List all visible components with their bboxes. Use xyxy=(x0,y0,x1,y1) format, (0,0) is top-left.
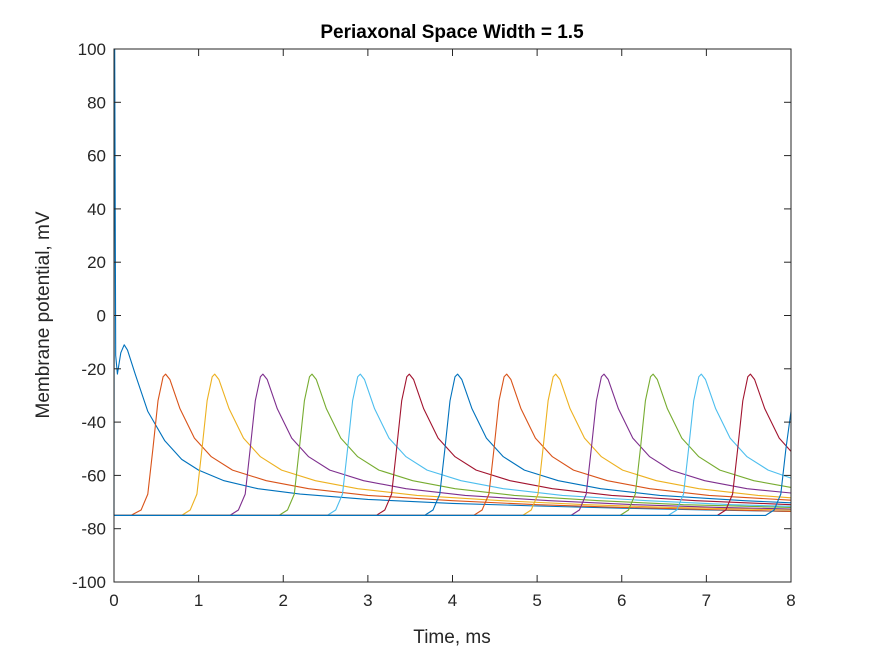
y-axis-label: Membrane potential, mV xyxy=(33,211,54,418)
y-tick-label: 0 xyxy=(97,307,106,326)
y-tick-label: -100 xyxy=(72,573,106,592)
x-tick-label: 2 xyxy=(279,591,288,610)
x-tick-label: 4 xyxy=(448,591,457,610)
x-tick-label: 3 xyxy=(363,591,372,610)
x-tick-label: 6 xyxy=(617,591,626,610)
x-axis-label: Time, ms xyxy=(413,627,490,648)
chart-title: Periaxonal Space Width = 1.5 xyxy=(320,22,584,43)
series-line-8 xyxy=(114,373,792,516)
tick-layer: 0 1 2 3 4 5 6 7 8 -100 -80 -60 -40 -20 0 20 40 60 80 100 xyxy=(72,40,796,610)
series-line-13 xyxy=(114,373,792,516)
series-line-5 xyxy=(114,373,792,516)
y-tick-label: -40 xyxy=(81,413,106,432)
y-tick-label: -20 xyxy=(81,360,106,379)
series-line-6 xyxy=(114,373,792,516)
x-tick-label: 0 xyxy=(109,591,118,610)
series-line-11 xyxy=(114,373,792,516)
series-line-3 xyxy=(114,373,792,516)
x-tick-label: 5 xyxy=(532,591,541,610)
y-tick-label: 60 xyxy=(87,147,106,166)
series-line-10 xyxy=(114,373,792,516)
series-layer xyxy=(113,48,792,516)
y-tick-label: 40 xyxy=(87,200,106,219)
y-tick-label: -80 xyxy=(81,520,106,539)
series-line-15 xyxy=(114,411,792,516)
y-tick-label: 20 xyxy=(87,253,106,272)
series-line-7 xyxy=(114,373,792,516)
x-tick-label: 8 xyxy=(786,591,795,610)
series-line-1 xyxy=(113,48,792,516)
x-tick-label: 1 xyxy=(194,591,203,610)
series-line-12 xyxy=(114,373,792,516)
series-line-14 xyxy=(114,373,792,516)
y-tick-label: 100 xyxy=(78,40,106,59)
y-tick-label: -60 xyxy=(81,466,106,485)
y-tick-label: 80 xyxy=(87,93,106,112)
series-line-2 xyxy=(114,373,792,516)
x-tick-label: 7 xyxy=(702,591,711,610)
series-line-9 xyxy=(114,373,792,516)
axes-background xyxy=(114,49,791,582)
